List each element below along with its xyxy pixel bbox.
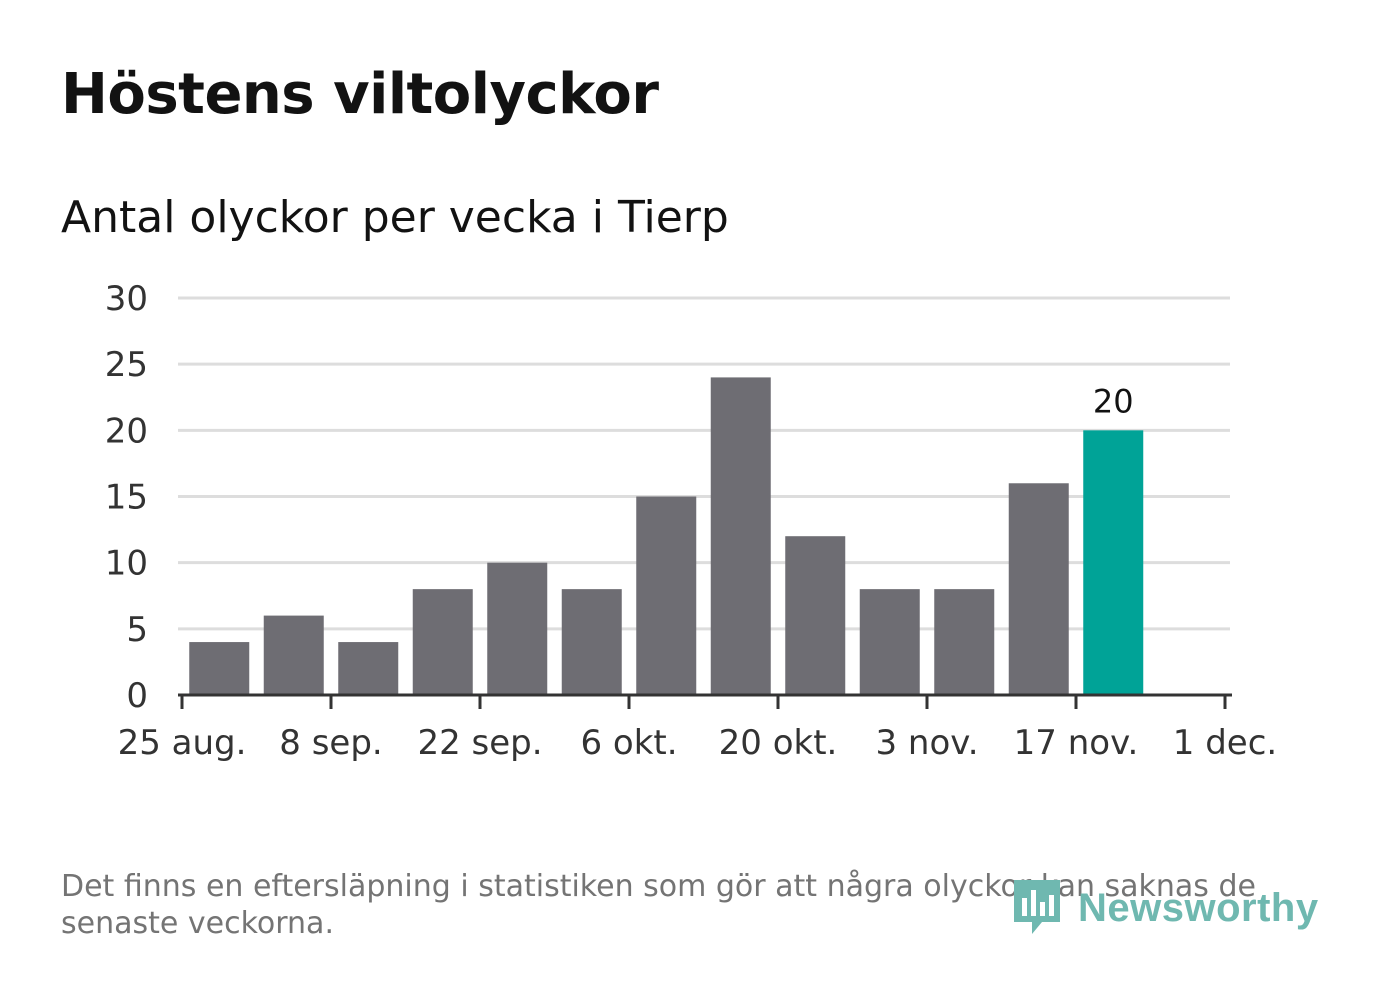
x-axis (178, 693, 1232, 709)
newsworthy-logo: Newsworthy (1010, 876, 1319, 940)
x-tick-label: 25 aug. (118, 723, 247, 763)
axis-labels: 0 5 10 15 20 25 30 20 25 aug. 8 sep. 22 sep. 6 okt.… (105, 279, 1277, 763)
bar (338, 642, 399, 695)
y-tick-label: 5 (126, 610, 148, 650)
x-tick-label: 8 sep. (279, 723, 382, 763)
x-tick-label: 6 okt. (580, 723, 677, 763)
newsworthy-logo-text: Newsworthy (1078, 885, 1319, 930)
data-label: 20 (1093, 382, 1134, 420)
gridlines (178, 296, 1230, 631)
y-tick-label: 25 (105, 345, 148, 385)
bars (189, 377, 1144, 695)
chart-title: Höstens viltolyckor (61, 62, 659, 127)
bar-chart: 0 5 10 15 20 25 30 20 25 aug. 8 sep. 22 sep. 6 okt.… (105, 279, 1277, 763)
bar (561, 589, 622, 695)
bar (263, 615, 324, 695)
bar (934, 589, 995, 695)
x-tick-label: 1 dec. (1173, 723, 1277, 763)
bar (487, 562, 548, 695)
x-tick-label: 20 okt. (719, 723, 838, 763)
bar (785, 536, 846, 695)
bar (1083, 430, 1144, 695)
newsworthy-bar-chart-logo-icon (1014, 880, 1060, 934)
x-tick-label: 22 sep. (417, 723, 542, 763)
bar (859, 589, 920, 695)
y-tick-label: 15 (105, 478, 148, 518)
y-tick-label: 10 (105, 544, 148, 584)
y-tick-label: 30 (105, 279, 148, 319)
bar (710, 377, 771, 695)
chart-subtitle: Antal olyckor per vecka i Tierp (61, 192, 729, 243)
x-tick-label: 17 nov. (1014, 723, 1139, 763)
y-tick-label: 20 (105, 411, 148, 451)
x-tick-label: 3 nov. (875, 723, 978, 763)
bar (1008, 483, 1069, 695)
bar (636, 496, 697, 695)
y-tick-label: 0 (126, 676, 148, 716)
bar (412, 589, 473, 695)
bar (189, 642, 250, 695)
